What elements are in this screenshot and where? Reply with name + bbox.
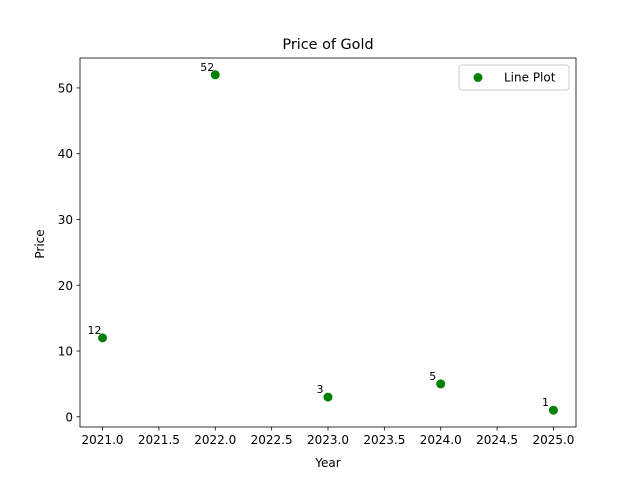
x-tick-label: 2021.0 xyxy=(82,433,124,447)
data-point xyxy=(210,70,220,80)
x-tick-label: 2024.5 xyxy=(476,433,518,447)
data-point xyxy=(98,333,108,343)
y-tick-label: 30 xyxy=(58,213,73,227)
y-tick-label: 50 xyxy=(58,81,73,95)
data-label: 52 xyxy=(200,61,214,74)
x-tick-label: 2023.5 xyxy=(363,433,405,447)
data-point xyxy=(548,405,558,415)
y-tick-label: 10 xyxy=(58,345,73,359)
chart-title: Price of Gold xyxy=(282,37,373,53)
y-axis-label: Price xyxy=(33,229,47,258)
x-tick-label: 2025.0 xyxy=(532,433,574,447)
x-tick-label: 2024.0 xyxy=(420,433,462,447)
data-label: 3 xyxy=(317,383,324,396)
plot-area: 2021.0 2021.5 2022.0 2022.5 2023.0 2023.5 2024… xyxy=(58,57,577,447)
y-tick-label: 40 xyxy=(58,147,73,161)
data-label: 1 xyxy=(542,396,549,409)
data-point xyxy=(436,379,446,389)
x-tick-label: 2022.5 xyxy=(251,433,293,447)
x-axis-label: Year xyxy=(314,456,340,470)
y-tick-label: 20 xyxy=(58,279,73,293)
legend-box xyxy=(458,64,570,91)
legend: Line Plot xyxy=(458,64,570,91)
x-tick-label: 2022.0 xyxy=(194,433,236,447)
x-tick-label: 2021.5 xyxy=(138,433,180,447)
data-point xyxy=(323,392,333,402)
data-label: 12 xyxy=(88,324,102,337)
legend-marker xyxy=(473,73,483,82)
x-tick-label: 2023.0 xyxy=(307,433,349,447)
legend-entry-label: Line Plot xyxy=(504,71,556,85)
data-label: 5 xyxy=(429,370,436,383)
y-tick-label: 0 xyxy=(65,410,73,424)
